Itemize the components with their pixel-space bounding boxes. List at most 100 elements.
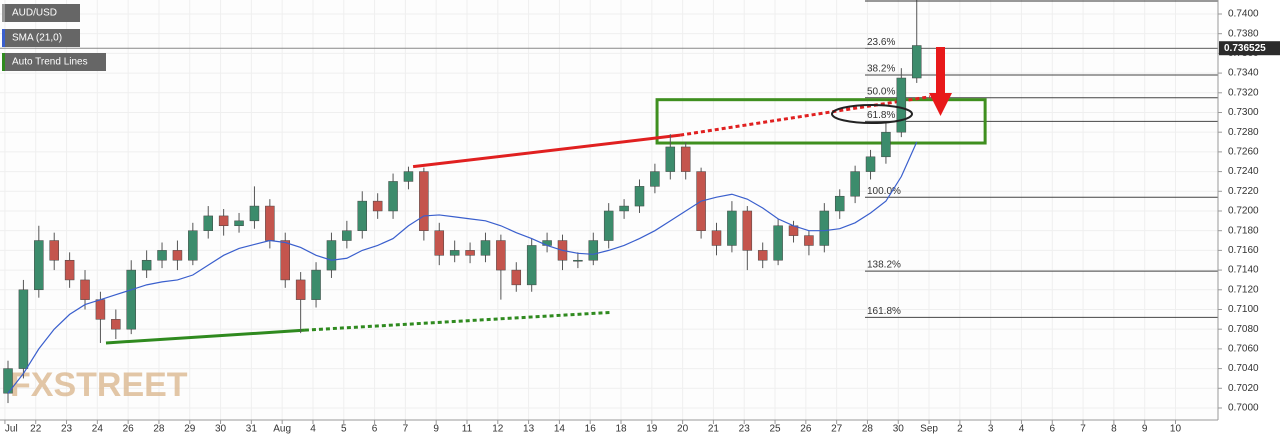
x-tick-label: 7 (403, 424, 409, 435)
x-tick-label: 13 (523, 424, 535, 435)
y-tick-label: 0.7200 (1228, 206, 1259, 217)
legend: AUD/USD SMA (21,0) Auto Trend Lines (2, 4, 106, 71)
x-tick-label: 30 (215, 424, 227, 435)
fib-label: 23.6% (867, 37, 895, 48)
candle-body (172, 250, 183, 261)
y-tick-label: 0.7280 (1228, 127, 1259, 138)
y-tick-label: 0.7180 (1228, 225, 1259, 236)
candle-body (34, 240, 44, 291)
fib-label: 61.8% (867, 110, 895, 121)
candle-body (804, 235, 814, 246)
candle-body (49, 240, 59, 261)
candle-body (727, 210, 737, 246)
candle-body (650, 171, 660, 187)
zone-box (655, 98, 987, 145)
sma-line (7, 141, 918, 394)
candle-body (588, 240, 599, 261)
candle-body (496, 240, 506, 271)
y-tick-label: 0.7300 (1228, 107, 1259, 118)
x-tick-label: 16 (585, 424, 597, 435)
x-tick-label: 10 (1170, 424, 1182, 435)
x-tick-label: 5 (341, 424, 347, 435)
x-tick-label: 4 (310, 424, 316, 435)
x-tick-label: 18 (615, 424, 627, 435)
candle-body (126, 269, 136, 330)
candle-body (357, 200, 368, 231)
x-tick-label: Sep (920, 424, 938, 435)
candle-body (680, 146, 691, 172)
candle-body (542, 240, 552, 246)
candle-body (665, 146, 676, 172)
legend-label: AUD/USD (12, 8, 57, 19)
candle-body (203, 215, 213, 231)
price-tag-label: 0.736525 (1224, 43, 1266, 54)
x-tick-label: 11 (462, 424, 473, 435)
candle-body (634, 186, 645, 207)
x-tick-label: 23 (61, 424, 73, 435)
fib-label: 50.0% (867, 86, 895, 97)
candle-body (865, 156, 876, 172)
legend-box (2, 4, 80, 22)
x-tick-label: 22 (30, 424, 42, 435)
candle-body (434, 230, 445, 256)
candle-body (419, 171, 429, 231)
x-tick-label: 25 (769, 424, 781, 435)
x-tick-label: 26 (123, 424, 135, 435)
candle-body (742, 210, 753, 251)
candle-body (141, 259, 152, 271)
y-tick-label: 0.7260 (1228, 147, 1259, 158)
candle-body (819, 210, 830, 246)
marks: 23.6% 38.2% 50.0% 61.8% 100.0% 138.2% 161.8% (0, 0, 1218, 404)
candle-body (403, 171, 414, 182)
candle-body (388, 181, 398, 212)
fib-label: 161.8% (867, 306, 901, 317)
candle-body (95, 299, 106, 320)
x-tick-label: 26 (800, 424, 812, 435)
x-tick-label: 21 (708, 424, 720, 435)
candle-body (896, 77, 907, 133)
x-tick-label: 3 (988, 424, 994, 435)
candle-body (603, 210, 614, 241)
highlight-ellipse (831, 104, 913, 124)
y-tick-label: 0.7060 (1228, 344, 1259, 355)
fib-label: 38.2% (867, 64, 895, 75)
x-tick-label: 6 (1049, 424, 1055, 435)
candle-body (249, 205, 260, 222)
candle-body (234, 220, 244, 227)
y-tick-label: 0.7000 (1228, 403, 1259, 414)
legend-box (2, 53, 106, 71)
x-tick-label: Aug (273, 424, 291, 435)
candle-body (80, 279, 90, 300)
candle-body (64, 259, 75, 281)
y-tick-label: 0.7400 (1228, 9, 1259, 20)
candle-body (218, 215, 229, 227)
candle-body (449, 250, 460, 256)
x-tick-label: Jul (5, 424, 18, 435)
y-tick-label: 0.7160 (1228, 245, 1259, 256)
x-tick-label: 28 (862, 424, 874, 435)
y-tick-label: 0.7380 (1228, 28, 1259, 39)
legend-swatch (2, 53, 5, 71)
x-tick-label: 27 (831, 424, 843, 435)
candle-body (326, 240, 337, 271)
x-tick-label: 31 (246, 424, 258, 435)
arrow-head (929, 93, 952, 116)
candle-body (111, 319, 121, 330)
x-tick-label: 28 (153, 424, 165, 435)
x-tick-label: 7 (1080, 424, 1086, 435)
candle-body (511, 269, 522, 286)
x-tick-label: 8 (1111, 424, 1117, 435)
candle-body (850, 171, 860, 197)
candle-body (526, 245, 537, 286)
price-tag (1219, 41, 1280, 56)
y-tick-label: 0.7100 (1228, 304, 1259, 315)
x-tick-label: 20 (677, 424, 689, 435)
down-arrow (929, 47, 952, 116)
legend-label: SMA (21,0) (12, 33, 62, 44)
candle-body (773, 225, 783, 261)
y-tick-label: 0.7220 (1228, 186, 1259, 197)
legend-box (2, 29, 80, 47)
x-tick-label: 9 (1142, 424, 1148, 435)
legend-label: Auto Trend Lines (12, 57, 88, 68)
